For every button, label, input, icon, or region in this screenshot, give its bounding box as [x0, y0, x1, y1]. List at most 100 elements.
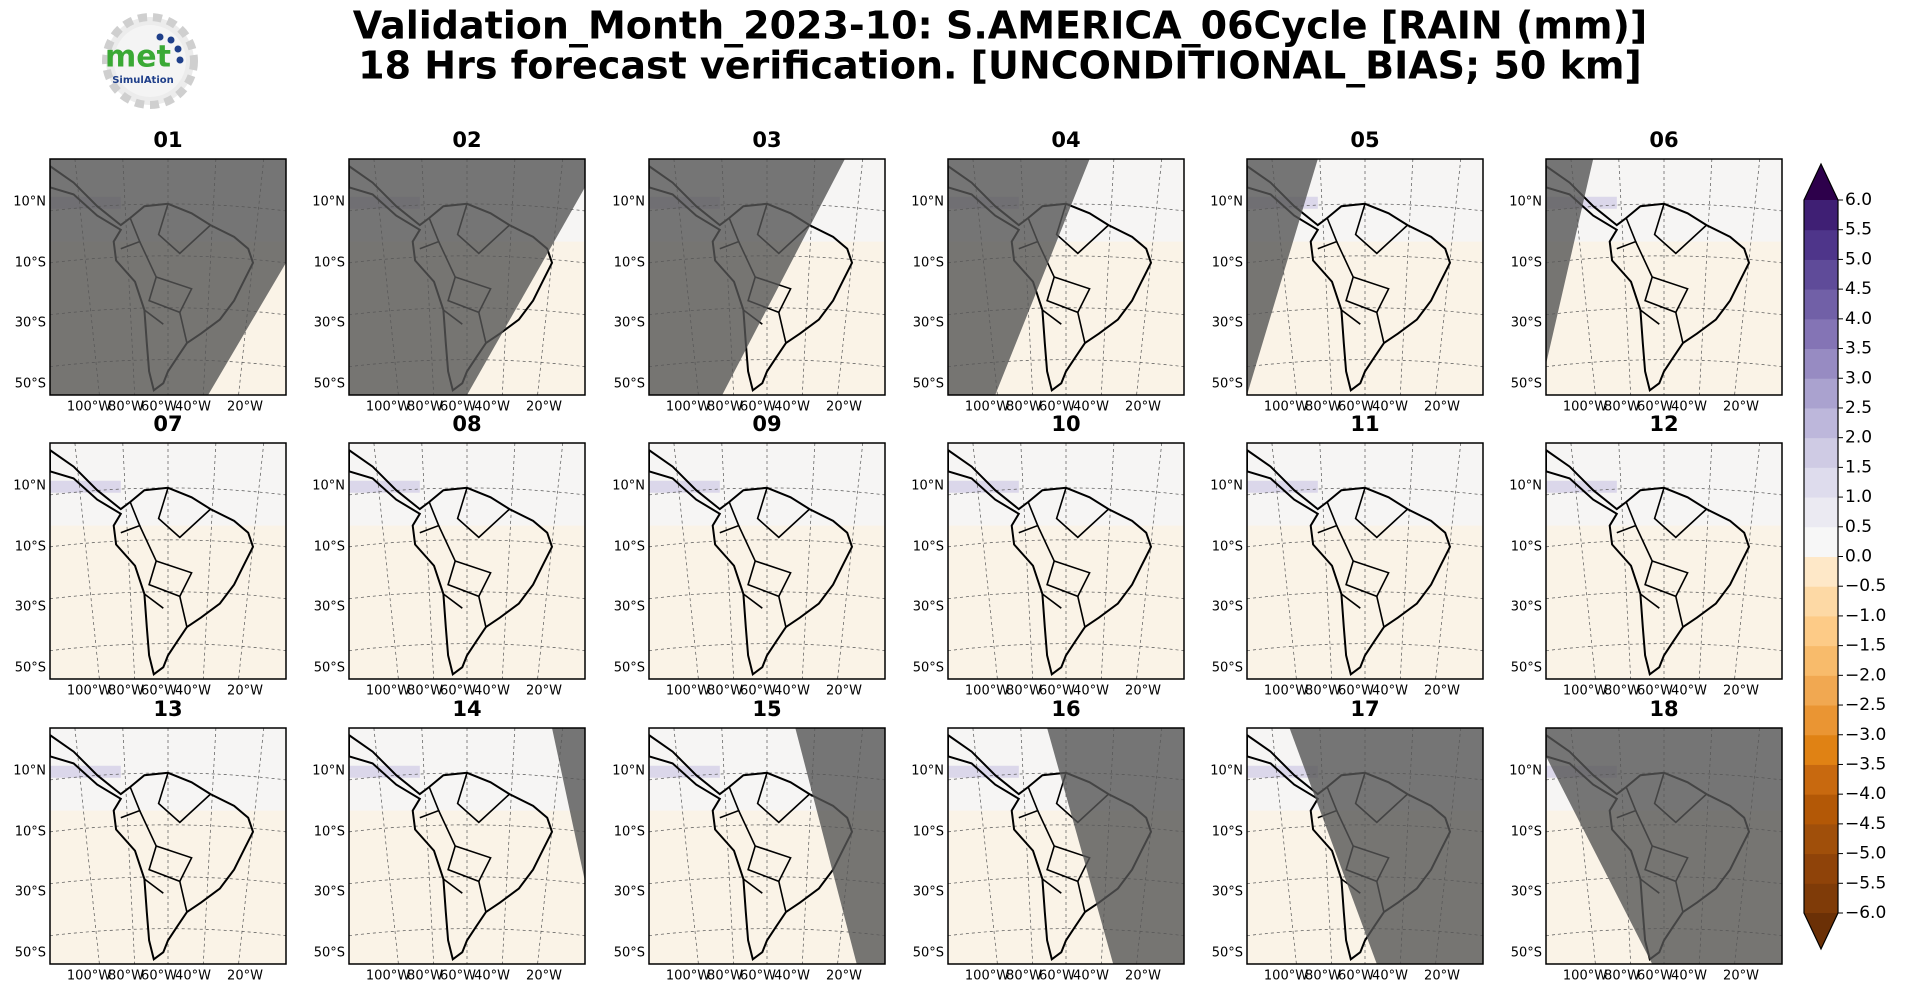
lat-label: 10°N: [612, 764, 645, 779]
lon-label: 100°W: [965, 969, 1009, 984]
colorbar-tick-label: −4.5: [1845, 814, 1886, 834]
border: [754, 845, 792, 882]
graticule: [349, 928, 585, 937]
lat-label: 30°S: [1511, 316, 1542, 331]
colorbar-tick-label: 5.5: [1845, 220, 1872, 240]
graticule: [50, 876, 286, 885]
border: [1335, 525, 1385, 628]
night-shade: [795, 728, 885, 964]
map-panel: 05 10°N 10°S 30°S 50°S 100°W80°W60°W40°W 20°W: [1210, 128, 1484, 415]
lon-label: 20°W: [526, 684, 562, 699]
graticule: [349, 643, 585, 652]
lat-label: 10°S: [913, 540, 944, 555]
map-area: [649, 443, 885, 679]
border: [737, 810, 787, 913]
graticule: [948, 487, 1184, 496]
graticule: [649, 203, 885, 212]
graticule: [349, 359, 585, 368]
border: [143, 593, 164, 609]
lat-label: 50°S: [15, 661, 46, 676]
colorbar-bin: [1804, 259, 1838, 290]
map-panel: 04 10°N 10°S 30°S 50°S 100°W80°W60°W40°W 20°W: [911, 128, 1185, 415]
border: [1634, 525, 1684, 628]
lon-label: 20°W: [1424, 400, 1460, 415]
colorbar-bin: [1804, 289, 1838, 320]
border: [1335, 241, 1385, 344]
lon-label: 100°W: [666, 969, 710, 984]
map-panel: 14 10°N 10°S 30°S 50°S 100°W80°W60°W40°W 20°W: [312, 697, 586, 984]
lon-label: 60°W: [740, 400, 776, 415]
colorbar-tick-label: −5.0: [1845, 844, 1886, 864]
map-area: [50, 728, 286, 964]
graticule: [1546, 539, 1782, 548]
panel-frame: [947, 158, 1185, 396]
coastline: [1546, 164, 1751, 393]
lat-label: 10°N: [312, 479, 345, 494]
lon-label: 20°W: [1125, 969, 1161, 984]
border: [437, 525, 487, 628]
graticule: [948, 203, 1184, 212]
lat-label: 10°S: [913, 825, 944, 840]
lat-label: 10°N: [1210, 195, 1243, 210]
panel-frame: [1545, 727, 1783, 965]
lat-label: 10°S: [1511, 256, 1542, 271]
graticule: [1546, 203, 1782, 212]
lon-label: 100°W: [1563, 400, 1607, 415]
coastline: [649, 448, 854, 677]
lat-label: 30°S: [314, 885, 345, 900]
night-shade: [948, 159, 1090, 395]
lon-label: 80°W: [407, 969, 443, 984]
lat-label: 50°S: [913, 377, 944, 392]
lat-label: 10°S: [614, 825, 645, 840]
coastline: [948, 733, 1153, 962]
lat-label: 30°S: [913, 885, 944, 900]
graticule: [50, 643, 286, 652]
border: [1041, 593, 1062, 609]
colorbar-bin: [1804, 378, 1838, 409]
graticule: [948, 255, 1184, 264]
colorbar-bin: [1804, 645, 1838, 676]
map-area: [349, 443, 585, 679]
night-shade: [552, 728, 585, 882]
lon-label: 40°W: [1372, 684, 1408, 699]
colorbar-tick-label: 2.0: [1845, 428, 1872, 448]
lat-label: 10°N: [1509, 764, 1542, 779]
border: [742, 593, 763, 609]
lat-label: 10°N: [312, 764, 345, 779]
lat-label: 50°S: [913, 661, 944, 676]
graticule: [349, 539, 585, 548]
lat-label: 50°S: [913, 946, 944, 961]
lon-label: 80°W: [108, 400, 144, 415]
logo-dot: [156, 33, 164, 41]
lon-label: 40°W: [175, 684, 211, 699]
border: [1041, 878, 1062, 894]
border: [456, 772, 511, 824]
border: [419, 501, 440, 534]
border: [442, 593, 463, 609]
lat-label: 10°N: [911, 764, 944, 779]
lat-label: 30°S: [15, 316, 46, 331]
border: [719, 501, 740, 534]
map-area: [1247, 443, 1483, 679]
lat-label: 10°S: [614, 256, 645, 271]
map-area: [349, 159, 585, 395]
border: [456, 487, 511, 539]
colorbar-tick-label: 0.5: [1845, 517, 1872, 537]
lon-label: 20°W: [1125, 684, 1161, 699]
lon-label: 40°W: [1671, 400, 1707, 415]
colorbar-tick-label: 3.0: [1845, 368, 1872, 388]
border: [1317, 217, 1338, 250]
panel-frame: [947, 442, 1185, 680]
panel-frame: [947, 727, 1185, 965]
graticule: [649, 359, 885, 368]
graticule: [349, 772, 585, 781]
bias-band: [1546, 480, 1617, 493]
lat-label: 50°S: [314, 661, 345, 676]
colorbar-tick-label: −4.0: [1845, 784, 1886, 804]
lat-label: 10°S: [314, 540, 345, 555]
lat-label: 10°S: [1511, 825, 1542, 840]
lon-label: 20°W: [1723, 684, 1759, 699]
lon-label: 60°W: [1637, 684, 1673, 699]
lon-label: 40°W: [774, 684, 810, 699]
border: [437, 810, 487, 913]
